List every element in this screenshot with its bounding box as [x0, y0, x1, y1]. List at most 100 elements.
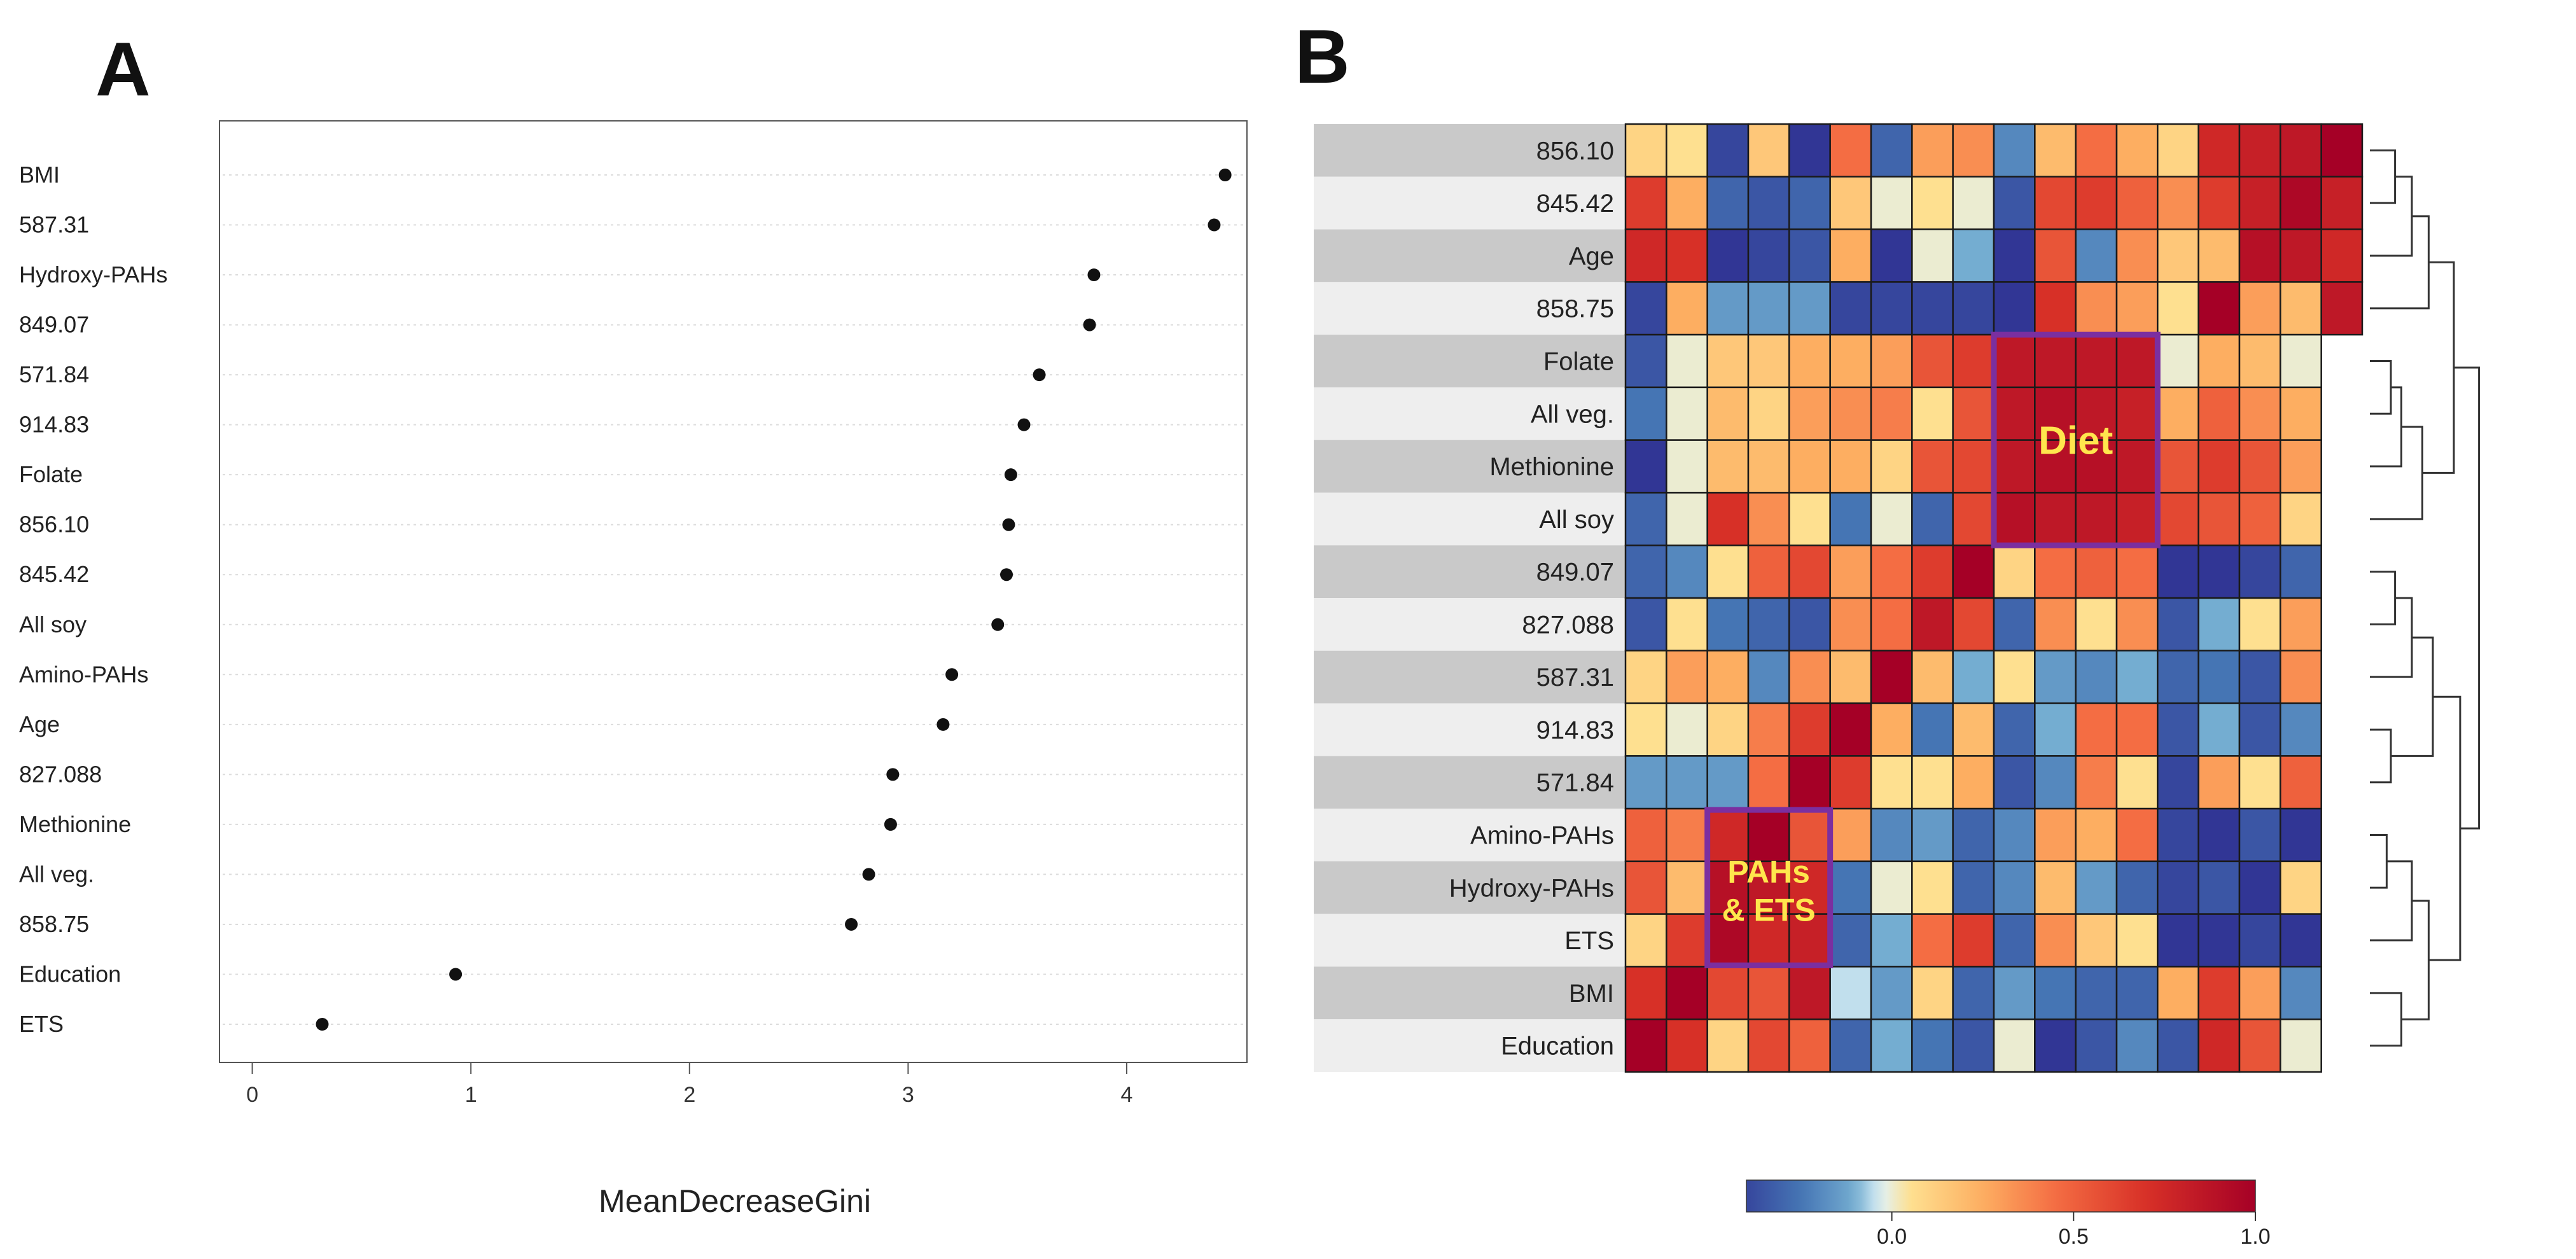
heatmap-cell	[1788, 281, 1831, 336]
heatmap-cell	[1870, 333, 1913, 389]
row-band	[1314, 282, 1626, 335]
row-label: 845.42	[1536, 190, 1614, 218]
row-band	[1314, 176, 1626, 230]
dendrogram-branch	[2370, 728, 2392, 784]
heatmap-cell	[1911, 386, 1954, 441]
heatmap-cell	[1706, 386, 1750, 441]
heatmap-cell	[1624, 913, 1667, 968]
y-label: 849.07	[19, 312, 89, 338]
heatmap-cell	[1788, 544, 1831, 599]
heatmap-cell	[1747, 755, 1790, 810]
heatmap-cell	[2280, 544, 2322, 599]
heatmap-cell	[2157, 228, 2199, 283]
heatmap-cell	[2157, 492, 2199, 546]
heatmap-cell	[2197, 702, 2241, 757]
heatmap-cell	[1952, 281, 1995, 336]
heatmap-cell	[1747, 1018, 1790, 1073]
heatmap-cell	[2238, 281, 2281, 336]
heatmap-cell	[1624, 597, 1667, 652]
heatmap-cell	[2157, 1018, 2199, 1073]
heatmap-cell	[2238, 597, 2281, 652]
heatmap-cell	[2320, 176, 2364, 230]
heatmap-cell	[1829, 597, 1872, 652]
row-band	[1314, 124, 1626, 177]
heatmap-cell	[1911, 492, 1954, 546]
dendrogram	[2370, 149, 2481, 1047]
heatmap-cell	[1911, 544, 1954, 599]
y-label: BMI	[19, 162, 60, 188]
heatmap-cell	[1624, 439, 1667, 494]
heatmap-cell	[2157, 386, 2199, 441]
heatmap-cell	[1911, 281, 1954, 336]
heatmap-cell	[1788, 386, 1831, 441]
heatmap-cell	[2034, 176, 2077, 230]
heatmap-cell	[1870, 807, 1913, 863]
heatmap-cell	[2075, 123, 2118, 178]
heatmap-cell	[1993, 755, 2036, 810]
heatmap-cell	[2280, 386, 2322, 441]
heatmap-cell	[2197, 492, 2241, 546]
y-label: Hydroxy-PAHs	[19, 261, 167, 288]
row-label: Methionine	[1489, 453, 1614, 481]
heatmap-cell	[1870, 1018, 1913, 1073]
heatmap-cell	[2197, 597, 2241, 652]
heatmap-cell	[2075, 966, 2118, 1020]
heatmap-cell	[2034, 860, 2077, 915]
heatmap-cell	[1870, 650, 1913, 704]
heatmap-cell	[1666, 650, 1708, 704]
pahs-ets-box-label: PAHs	[1727, 854, 1810, 889]
heatmap-cell	[2280, 228, 2322, 283]
heatmap-cell	[1747, 966, 1790, 1020]
dendrogram-branch	[2370, 360, 2392, 415]
heatmap-cell	[1706, 860, 1750, 915]
heatmap-cell	[1666, 176, 1708, 230]
pahs-ets-box-label: & ETS	[1722, 892, 1816, 928]
heatmap-cell	[2197, 650, 2241, 704]
gridlines	[223, 174, 1244, 1025]
heatmap-cell	[2115, 492, 2159, 546]
heatmap-cell	[1911, 228, 1954, 283]
y-label: ETS	[19, 1011, 64, 1037]
heatmap-cell	[2157, 650, 2199, 704]
heatmap-cell	[2197, 755, 2241, 810]
heatmap-cell	[1993, 650, 2036, 704]
y-labels: BMI 587.31 Hydroxy-PAHs 849.07 571.84 914.83 F…	[19, 162, 167, 1037]
heatmap-cell	[2320, 123, 2364, 178]
heatmap-cell	[2280, 597, 2322, 652]
heatmap-cell	[2320, 228, 2364, 283]
dendrogram-branch	[2370, 215, 2430, 310]
dendrogram-branch	[2370, 860, 2413, 942]
heatmap-cell	[1747, 281, 1790, 336]
heatmap-cell	[2197, 913, 2241, 968]
heatmap-cell	[1624, 492, 1667, 546]
heatmap-cell	[2238, 176, 2281, 230]
heatmap-cell	[2197, 333, 2241, 389]
y-label: 856.10	[19, 511, 89, 538]
heatmap-cell	[2075, 702, 2118, 757]
x-tick-label: 3	[902, 1083, 914, 1107]
row-label: 571.84	[1536, 769, 1614, 797]
heatmap-cell	[2197, 860, 2241, 915]
heatmap-cell	[1911, 913, 1954, 968]
heatmap-cell	[1993, 281, 2036, 336]
heatmap-cell	[2197, 966, 2241, 1020]
dot	[862, 868, 875, 881]
heatmap-cell	[1706, 492, 1750, 546]
y-label: 587.31	[19, 212, 89, 238]
heatmap-cell	[2034, 597, 2077, 652]
heatmap-cell	[2115, 1018, 2159, 1073]
heatmap-cell	[2115, 123, 2159, 178]
row-label: ETS	[1564, 927, 1614, 955]
heatmap-cell	[1870, 176, 1913, 230]
dot	[1002, 518, 1015, 531]
heatmap-cell	[1911, 176, 1954, 230]
heatmap-cell	[1993, 492, 2036, 546]
heatmap-cell	[1829, 755, 1872, 810]
heatmap-cell	[1747, 544, 1790, 599]
heatmap-cell	[1993, 333, 2036, 389]
heatmap-cell	[1870, 492, 1913, 546]
heatmap-cell	[1829, 492, 1872, 546]
heatmap-cell	[2238, 755, 2281, 810]
heatmap-cell	[1829, 702, 1872, 757]
heatmap-cell	[1870, 439, 1913, 494]
